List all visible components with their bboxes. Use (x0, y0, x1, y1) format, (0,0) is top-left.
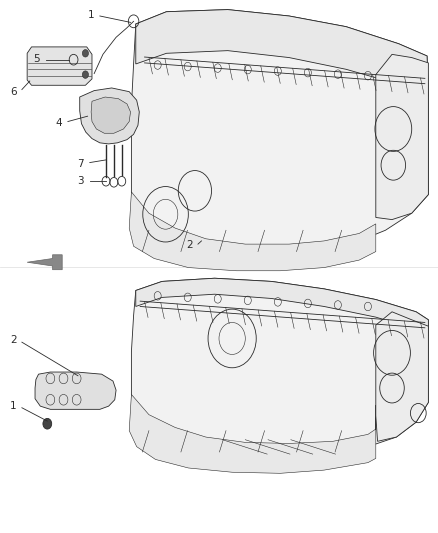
Polygon shape (91, 97, 131, 133)
Circle shape (82, 71, 88, 78)
Text: 2: 2 (10, 335, 17, 345)
Text: 1: 1 (88, 10, 95, 20)
Polygon shape (35, 372, 116, 409)
Text: 3: 3 (78, 176, 84, 186)
Text: 4: 4 (56, 118, 62, 127)
Polygon shape (27, 47, 92, 85)
Polygon shape (131, 278, 428, 454)
Text: 7: 7 (78, 159, 84, 169)
Text: 5: 5 (34, 54, 40, 63)
Polygon shape (136, 278, 428, 336)
Polygon shape (129, 192, 376, 271)
Polygon shape (136, 10, 428, 96)
Polygon shape (376, 54, 428, 220)
Text: 2: 2 (186, 240, 193, 250)
Circle shape (82, 50, 88, 57)
Text: 1: 1 (10, 401, 17, 411)
Text: 6: 6 (10, 87, 17, 96)
Polygon shape (129, 394, 376, 473)
Circle shape (43, 418, 52, 429)
Polygon shape (27, 255, 62, 270)
Polygon shape (376, 312, 428, 441)
Polygon shape (80, 88, 139, 144)
Polygon shape (131, 10, 428, 252)
